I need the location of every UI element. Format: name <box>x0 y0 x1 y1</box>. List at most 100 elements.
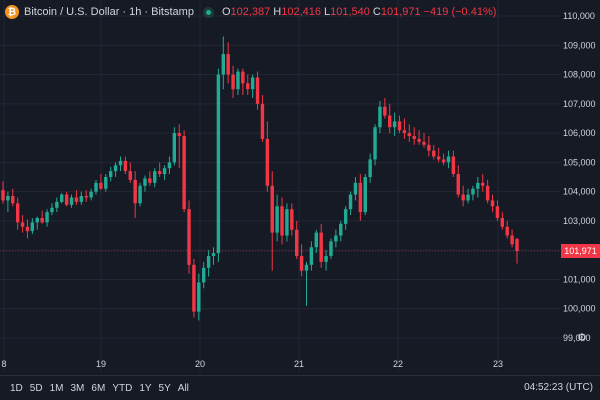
candle <box>197 273 201 321</box>
range-ytd-button[interactable]: YTD <box>112 382 133 394</box>
range-1d-button[interactable]: 1D <box>10 382 23 394</box>
range-5d-button[interactable]: 5D <box>29 382 43 394</box>
range-5y-button[interactable]: 5Y <box>158 382 171 394</box>
candle <box>25 219 30 239</box>
candle <box>108 166 113 182</box>
candle <box>515 238 519 264</box>
candle <box>206 250 211 277</box>
candle <box>162 165 167 180</box>
low-label: L <box>324 6 331 18</box>
time-tick-label: 23 <box>493 359 503 369</box>
candle <box>319 223 323 268</box>
candle-body <box>128 171 132 180</box>
candle <box>378 100 382 134</box>
candle <box>6 191 10 213</box>
candle-body <box>456 174 460 195</box>
candle <box>432 144 436 160</box>
candle <box>187 200 191 274</box>
price-axis: 110,000 109,000 108,000 107,000 106,000 105,0… <box>563 11 596 343</box>
candle-body <box>11 196 15 204</box>
candle <box>299 244 304 277</box>
candle <box>329 238 333 259</box>
candle <box>392 112 397 137</box>
candle <box>295 220 299 259</box>
price-tick-label: 110,000 <box>563 11 595 21</box>
time-axis: 8 19 20 21 22 23 <box>1 359 503 369</box>
candle-body <box>275 206 279 233</box>
market-status-icon[interactable] <box>202 6 214 18</box>
candle <box>167 156 172 175</box>
candle <box>456 165 460 198</box>
candle-body <box>476 182 480 189</box>
candle <box>490 194 495 213</box>
candle-body <box>182 136 186 210</box>
candle <box>133 171 137 218</box>
candle <box>500 212 505 230</box>
candle-body <box>461 194 465 201</box>
candle <box>285 203 289 242</box>
candle-body <box>60 194 64 202</box>
candle <box>231 65 235 98</box>
candle <box>270 171 274 271</box>
candle <box>290 203 294 236</box>
candle-body <box>329 241 333 257</box>
candle <box>45 209 49 227</box>
candles <box>1 36 519 321</box>
high-label: H <box>273 6 282 18</box>
candle-body <box>84 196 88 198</box>
close-label: C <box>372 6 381 18</box>
price-tick-label: 105,000 <box>563 157 596 167</box>
candle-body <box>451 156 456 175</box>
range-all-button[interactable]: All <box>177 382 189 394</box>
candle-body <box>6 196 10 201</box>
price-tick-label: 109,000 <box>563 40 596 50</box>
candle-body <box>197 282 201 312</box>
price-tick-label: 101,000 <box>563 274 596 284</box>
range-1y-button[interactable]: 1Y <box>139 382 152 394</box>
candle-body <box>241 71 245 84</box>
candle-body <box>153 171 157 183</box>
candle <box>104 174 108 192</box>
candle <box>250 74 255 98</box>
candle-body <box>481 182 485 186</box>
candle <box>192 258 196 318</box>
candle-body <box>211 253 216 257</box>
candle <box>412 127 416 145</box>
candle-body <box>250 77 255 90</box>
candle <box>226 42 230 84</box>
candle-body <box>45 212 49 223</box>
utc-clock[interactable]: 04:52:23 (UTC) <box>524 382 593 393</box>
candle <box>201 261 206 289</box>
range-3m-button[interactable]: 3M <box>70 382 85 394</box>
candle <box>427 136 431 157</box>
candle-body <box>343 209 348 224</box>
candle-body <box>69 197 74 205</box>
settings-gear-icon[interactable]: ⚙ <box>577 331 587 344</box>
candle-body <box>172 133 177 163</box>
candle <box>280 197 284 245</box>
symbol-title[interactable]: Bitcoin / U.S. Dollar · 1h · Bitstamp <box>24 6 194 18</box>
candle <box>363 174 367 216</box>
candle <box>334 229 338 248</box>
candle-body <box>1 190 5 201</box>
close-value: 101,971 <box>380 6 421 18</box>
candle-body <box>108 171 113 177</box>
candle-body <box>50 207 54 213</box>
range-6m-button[interactable]: 6M <box>91 382 106 394</box>
candle-body <box>490 200 495 207</box>
candle-body <box>20 222 25 227</box>
time-tick-label: 21 <box>294 359 304 369</box>
range-1m-button[interactable]: 1M <box>49 382 64 394</box>
candle <box>343 206 348 230</box>
candle-body <box>94 182 98 192</box>
candle <box>211 247 216 265</box>
candle <box>353 177 358 201</box>
candle <box>495 200 500 221</box>
candle-body <box>339 223 343 236</box>
candle <box>143 175 147 192</box>
candle <box>79 191 84 205</box>
candle-body <box>30 222 35 232</box>
candle <box>60 193 64 204</box>
candle-body <box>314 232 319 248</box>
